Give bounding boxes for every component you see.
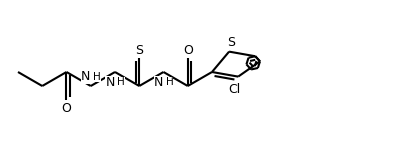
Text: H: H [117, 77, 125, 87]
Text: S: S [135, 44, 143, 56]
Text: Cl: Cl [228, 83, 240, 96]
Text: H: H [93, 72, 101, 82]
Text: N: N [105, 76, 115, 88]
Text: N: N [154, 76, 163, 88]
Text: N: N [81, 71, 91, 83]
Text: O: O [183, 44, 193, 56]
Text: S: S [227, 36, 235, 49]
Text: H: H [166, 77, 173, 87]
Text: O: O [62, 102, 71, 115]
